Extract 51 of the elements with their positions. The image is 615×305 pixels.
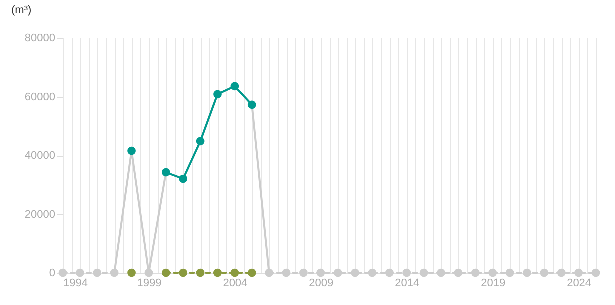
point [437,268,446,278]
x-tick-label: 2009 [309,278,334,290]
y-tick-label: 60000 [24,91,56,104]
point [454,268,463,278]
point [506,268,514,278]
point [557,268,566,278]
y-tick-label: 20000 [24,208,56,221]
point [282,268,291,278]
point [179,174,188,184]
point [316,268,326,278]
point [230,82,240,91]
point [420,268,428,278]
point [196,137,205,146]
point [592,268,600,278]
point [300,268,308,278]
point [368,268,377,278]
point [128,146,136,156]
y-tick-label: 80000 [24,32,56,44]
point [488,268,498,278]
point [351,268,360,278]
point [574,268,583,278]
point [179,268,188,278]
x-tick-label: 2004 [223,278,248,290]
point [248,100,256,110]
point [110,268,119,278]
point [162,268,170,278]
point [230,268,240,278]
point [144,268,154,278]
point [402,268,412,278]
point [162,168,170,177]
point [214,90,222,99]
point [265,268,274,278]
point [540,268,549,278]
point [471,268,480,278]
x-tick-label: 2014 [395,278,420,290]
point [523,268,532,278]
x-tick-label: 2019 [481,278,506,290]
x-tick-label: 1994 [64,278,88,290]
point [214,268,222,278]
point [248,268,256,278]
point [385,268,394,278]
y-axis-title: (m³) [12,4,32,16]
point [93,268,102,278]
point [76,268,84,278]
point [196,268,205,278]
y-tick-label: 0 [49,268,56,280]
point [128,268,136,278]
x-tick-label: 1999 [137,278,162,290]
point [334,268,342,278]
x-tick-label: 2024 [567,278,592,290]
y-tick-label: 40000 [24,150,56,162]
